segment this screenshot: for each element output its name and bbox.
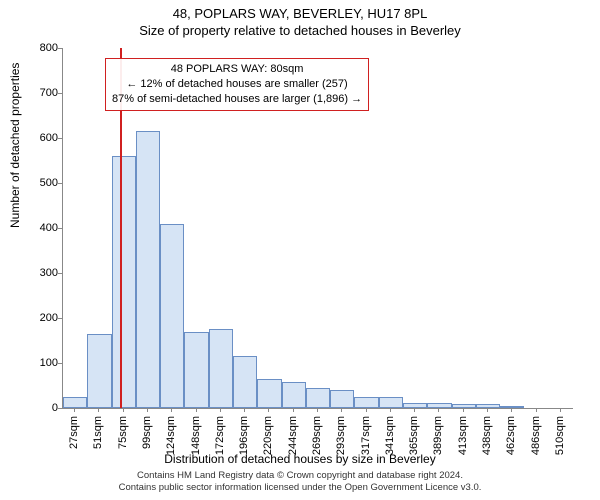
x-tick-mark xyxy=(171,408,172,412)
x-tick-label: 389sqm xyxy=(432,416,444,455)
x-tick-label: 196sqm xyxy=(238,416,250,455)
annotation-line1: 48 POPLARS WAY: 80sqm xyxy=(112,62,362,77)
histogram-bar xyxy=(87,334,111,408)
x-tick-mark xyxy=(220,408,221,412)
x-tick-label: 293sqm xyxy=(335,416,347,455)
x-tick-label: 27sqm xyxy=(68,416,80,449)
annotation-line3: 87% of semi-detached houses are larger (… xyxy=(112,92,362,107)
annotation-line2: ← 12% of detached houses are smaller (25… xyxy=(112,77,362,92)
x-tick-label: 269sqm xyxy=(311,416,323,455)
plot-area: 48 POPLARS WAY: 80sqm ← 12% of detached … xyxy=(62,48,573,409)
x-tick-label: 486sqm xyxy=(530,416,542,455)
x-tick-label: 244sqm xyxy=(287,416,299,455)
histogram-bar xyxy=(112,156,136,408)
x-tick-label: 99sqm xyxy=(141,416,153,449)
subtitle-line: Size of property relative to detached ho… xyxy=(0,23,600,38)
y-tick-label: 0 xyxy=(0,402,58,414)
histogram-bar xyxy=(354,397,378,408)
histogram-bar xyxy=(427,403,451,408)
x-tick-label: 148sqm xyxy=(190,416,202,455)
x-tick-label: 220sqm xyxy=(262,416,274,455)
x-tick-label: 124sqm xyxy=(165,416,177,455)
x-tick-mark xyxy=(536,408,537,412)
x-tick-mark xyxy=(511,408,512,412)
histogram-bar xyxy=(306,388,330,408)
histogram-bar xyxy=(184,332,208,409)
x-tick-label: 341sqm xyxy=(384,416,396,455)
x-tick-mark xyxy=(74,408,75,412)
x-tick-mark xyxy=(414,408,415,412)
x-tick-label: 317sqm xyxy=(360,416,372,455)
x-tick-mark xyxy=(341,408,342,412)
chart-container: 48, POPLARS WAY, BEVERLEY, HU17 8PL Size… xyxy=(0,0,600,500)
x-tick-label: 172sqm xyxy=(214,416,226,455)
x-tick-label: 510sqm xyxy=(554,416,566,455)
x-tick-label: 462sqm xyxy=(505,416,517,455)
x-tick-label: 51sqm xyxy=(92,416,104,449)
x-tick-mark xyxy=(463,408,464,412)
histogram-bar xyxy=(160,224,184,409)
x-tick-label: 75sqm xyxy=(117,416,129,449)
histogram-bar xyxy=(403,403,427,408)
histogram-bar xyxy=(136,131,160,408)
x-tick-mark xyxy=(147,408,148,412)
footer-line2: Contains public sector information licen… xyxy=(0,482,600,494)
x-axis-label: Distribution of detached houses by size … xyxy=(0,452,600,466)
x-tick-mark xyxy=(196,408,197,412)
histogram-bar xyxy=(282,382,306,408)
address-line: 48, POPLARS WAY, BEVERLEY, HU17 8PL xyxy=(0,0,600,23)
y-tick-label: 400 xyxy=(0,222,58,234)
histogram-bar xyxy=(330,390,354,408)
y-tick-label: 600 xyxy=(0,132,58,144)
y-tick-label: 800 xyxy=(0,42,58,54)
x-tick-mark xyxy=(244,408,245,412)
histogram-bar xyxy=(452,404,476,408)
x-tick-mark xyxy=(123,408,124,412)
y-tick-label: 700 xyxy=(0,87,58,99)
x-tick-label: 438sqm xyxy=(481,416,493,455)
footer: Contains HM Land Registry data © Crown c… xyxy=(0,470,600,494)
x-tick-mark xyxy=(268,408,269,412)
x-tick-mark xyxy=(293,408,294,412)
x-tick-label: 413sqm xyxy=(457,416,469,455)
x-tick-mark xyxy=(366,408,367,412)
histogram-bar xyxy=(257,379,281,408)
y-tick-label: 200 xyxy=(0,312,58,324)
x-tick-mark xyxy=(487,408,488,412)
histogram-bar xyxy=(209,329,233,408)
x-tick-mark xyxy=(317,408,318,412)
annotation-box: 48 POPLARS WAY: 80sqm ← 12% of detached … xyxy=(105,58,369,111)
footer-line1: Contains HM Land Registry data © Crown c… xyxy=(0,470,600,482)
histogram-bar xyxy=(63,397,87,408)
x-tick-mark xyxy=(438,408,439,412)
y-tick-label: 300 xyxy=(0,267,58,279)
y-tick-label: 500 xyxy=(0,177,58,189)
x-tick-mark xyxy=(560,408,561,412)
x-tick-label: 365sqm xyxy=(408,416,420,455)
histogram-bar xyxy=(233,356,257,408)
x-tick-mark xyxy=(390,408,391,412)
x-tick-mark xyxy=(98,408,99,412)
histogram-bar xyxy=(500,406,524,408)
y-tick-label: 100 xyxy=(0,357,58,369)
histogram-bar xyxy=(379,397,403,408)
